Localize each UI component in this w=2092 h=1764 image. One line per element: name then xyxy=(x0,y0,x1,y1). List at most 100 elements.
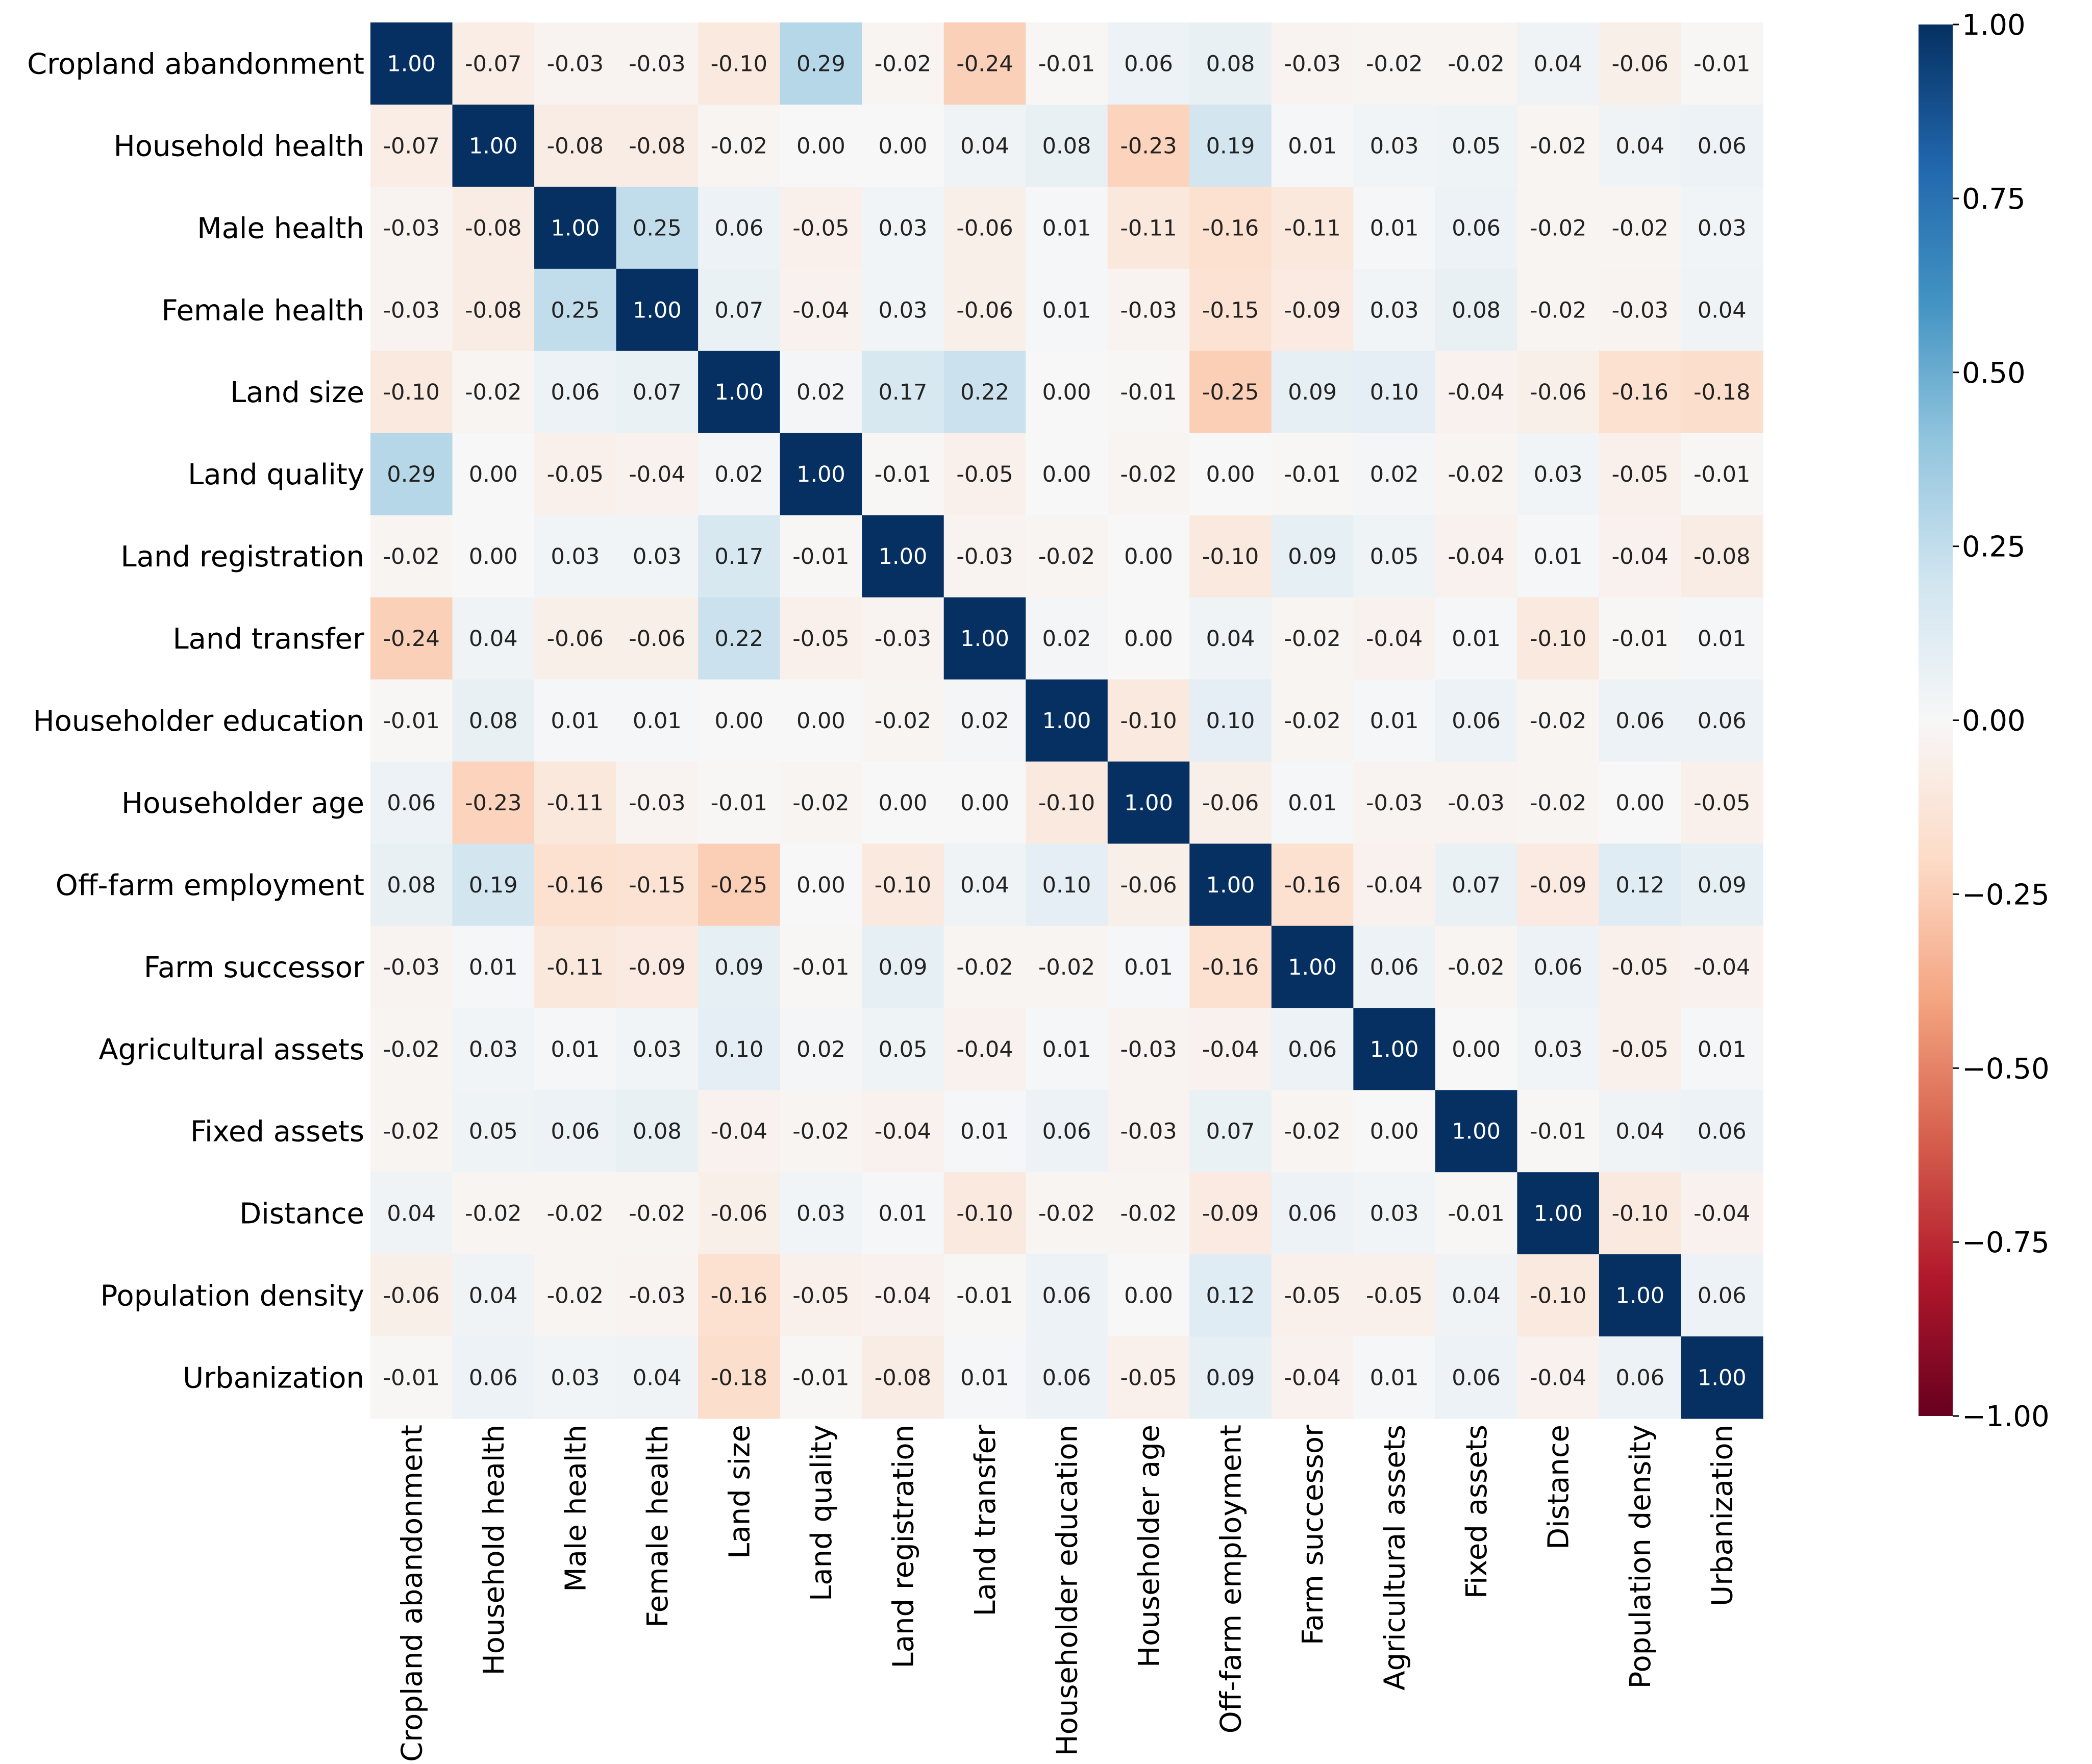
cell-value-3-1: -0.08 xyxy=(465,297,521,323)
cell-value-16-5: -0.01 xyxy=(792,1365,849,1391)
heatmap-cell-12-15 xyxy=(1599,1008,1682,1090)
cell-value-11-3: -0.09 xyxy=(629,955,685,980)
cell-value-7-3: -0.06 xyxy=(629,626,685,652)
heatmap-cell-8-0 xyxy=(370,679,453,762)
cell-value-16-7: 0.01 xyxy=(960,1365,1009,1391)
cell-value-14-4: -0.06 xyxy=(711,1201,767,1227)
heatmap-cell-10-11 xyxy=(1271,843,1354,926)
heatmap-cell-13-13 xyxy=(1435,1090,1518,1173)
heatmap-cell-13-11 xyxy=(1271,1090,1354,1173)
cell-value-5-0: 0.29 xyxy=(387,462,436,487)
cell-value-5-9: -0.02 xyxy=(1120,462,1177,487)
heatmap-cell-11-10 xyxy=(1189,926,1272,1008)
heatmap-cell-13-14 xyxy=(1517,1090,1600,1173)
heatmap-cell-14-14 xyxy=(1517,1172,1600,1255)
heatmap-cell-6-0 xyxy=(370,515,453,598)
cell-value-12-2: 0.01 xyxy=(551,1037,600,1062)
cell-value-10-14: -0.09 xyxy=(1530,873,1586,898)
heatmap-cell-8-4 xyxy=(698,679,781,762)
cell-value-10-6: -0.10 xyxy=(875,873,931,898)
column-label-land-transfer: Land transfer xyxy=(969,1424,1002,1616)
heatmap-cell-3-0 xyxy=(370,268,453,352)
heatmap-cell-10-10 xyxy=(1189,843,1272,926)
heatmap-cell-4-3 xyxy=(616,351,699,434)
heatmap-cell-1-2 xyxy=(534,104,617,187)
cell-value-7-6: -0.03 xyxy=(875,626,931,652)
cell-value-3-3: 1.00 xyxy=(633,297,682,323)
heatmap-cell-5-14 xyxy=(1517,433,1600,516)
cell-value-7-0: -0.24 xyxy=(383,626,440,652)
cell-value-0-11: -0.03 xyxy=(1284,51,1340,77)
heatmap-cell-9-14 xyxy=(1517,761,1600,844)
heatmap-cell-9-12 xyxy=(1353,761,1436,844)
cell-value-4-6: 0.17 xyxy=(879,380,928,405)
row-label-householder-education: Householder education xyxy=(33,705,365,738)
heatmap-cell-14-15 xyxy=(1599,1172,1682,1255)
heatmap-cell-0-4 xyxy=(698,22,781,105)
cell-value-9-14: -0.02 xyxy=(1530,790,1586,816)
heatmap-cell-9-7 xyxy=(943,761,1026,844)
cell-value-3-11: -0.09 xyxy=(1284,297,1340,323)
cell-value-10-3: -0.15 xyxy=(629,873,685,898)
heatmap-cell-0-11 xyxy=(1271,22,1354,105)
heatmap-cell-10-6 xyxy=(862,843,944,926)
cell-value-9-5: -0.02 xyxy=(792,790,849,816)
heatmap-cell-4-6 xyxy=(862,351,944,434)
cell-value-11-14: 0.06 xyxy=(1534,955,1583,980)
cell-value-0-12: -0.02 xyxy=(1366,51,1423,77)
cell-value-4-2: 0.06 xyxy=(551,380,600,405)
heatmap-cell-1-5 xyxy=(780,104,862,187)
cell-value-12-10: -0.04 xyxy=(1202,1037,1259,1062)
heatmap-cell-3-1 xyxy=(452,268,535,352)
heatmap-cell-10-13 xyxy=(1435,843,1518,926)
cell-value-12-14: 0.03 xyxy=(1534,1037,1583,1062)
cell-value-16-0: -0.01 xyxy=(383,1365,440,1391)
cell-value-12-7: -0.04 xyxy=(956,1037,1013,1062)
heatmap-cell-3-6 xyxy=(862,268,944,352)
cell-value-12-13: 0.00 xyxy=(1452,1037,1501,1062)
cell-value-7-8: 0.02 xyxy=(1042,626,1091,652)
heatmap-cell-8-8 xyxy=(1026,679,1108,762)
cell-value-11-9: 0.01 xyxy=(1124,955,1173,980)
row-label-off-farm-employment: Off-farm employment xyxy=(56,869,364,902)
heatmap-cell-11-14 xyxy=(1517,926,1600,1008)
cell-value-16-16: 1.00 xyxy=(1698,1365,1747,1391)
heatmap-cell-9-0 xyxy=(370,761,453,844)
heatmap-cell-7-14 xyxy=(1517,597,1600,680)
cell-value-6-0: -0.02 xyxy=(383,544,440,569)
cell-value-12-16: 0.01 xyxy=(1698,1037,1747,1062)
cell-value-3-9: -0.03 xyxy=(1120,297,1177,323)
cell-value-2-4: 0.06 xyxy=(715,215,764,241)
cell-value-13-14: -0.01 xyxy=(1530,1119,1586,1145)
cell-value-0-7: -0.24 xyxy=(956,51,1013,77)
cell-value-1-11: 0.01 xyxy=(1288,133,1337,159)
cell-value-8-8: 1.00 xyxy=(1042,708,1091,734)
cell-value-16-13: 0.06 xyxy=(1452,1365,1501,1391)
heatmap-cell-11-13 xyxy=(1435,926,1518,1008)
cell-value-7-5: -0.05 xyxy=(792,626,849,652)
cell-value-14-2: -0.02 xyxy=(547,1201,604,1227)
cell-value-16-2: 0.03 xyxy=(551,1365,600,1391)
heatmap-cell-11-2 xyxy=(534,926,617,1008)
heatmap-cell-16-6 xyxy=(862,1336,944,1419)
cell-value-0-2: -0.03 xyxy=(547,51,604,77)
cell-value-9-12: -0.03 xyxy=(1366,790,1423,816)
heatmap-cell-5-9 xyxy=(1107,433,1190,516)
heatmap-cell-2-8 xyxy=(1026,186,1108,269)
heatmap-cell-15-14 xyxy=(1517,1254,1600,1337)
cell-value-3-8: 0.01 xyxy=(1042,297,1091,323)
cell-value-6-7: -0.03 xyxy=(956,544,1013,569)
cell-value-13-15: 0.04 xyxy=(1615,1119,1664,1145)
cell-value-6-12: 0.05 xyxy=(1370,544,1419,569)
cell-value-0-3: -0.03 xyxy=(629,51,685,77)
heatmap-cell-12-14 xyxy=(1517,1008,1600,1090)
cell-value-16-14: -0.04 xyxy=(1530,1365,1586,1391)
column-label-land-registration: Land registration xyxy=(887,1425,920,1668)
heatmap-cell-1-6 xyxy=(862,104,944,187)
heatmap-cell-11-3 xyxy=(616,926,699,1008)
heatmap-cell-12-11 xyxy=(1271,1008,1354,1090)
heatmap-cell-4-8 xyxy=(1026,351,1108,434)
cell-value-15-13: 0.04 xyxy=(1452,1283,1501,1309)
cell-value-1-14: -0.02 xyxy=(1530,133,1586,159)
heatmap-cell-0-3 xyxy=(616,22,699,105)
